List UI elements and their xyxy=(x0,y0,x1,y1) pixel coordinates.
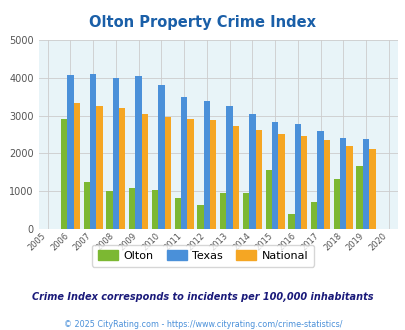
Bar xyxy=(277,135,284,229)
Bar xyxy=(129,188,135,229)
Bar xyxy=(141,114,148,229)
Bar xyxy=(333,179,339,229)
Legend: Olton, Texas, National: Olton, Texas, National xyxy=(92,245,313,267)
Bar xyxy=(61,118,67,229)
Bar xyxy=(203,101,209,229)
Bar xyxy=(220,193,226,229)
Bar xyxy=(119,108,125,229)
Bar xyxy=(339,138,345,229)
Bar xyxy=(209,120,216,229)
Text: © 2025 CityRating.com - https://www.cityrating.com/crime-statistics/: © 2025 CityRating.com - https://www.city… xyxy=(64,320,341,329)
Bar xyxy=(113,78,119,229)
Bar xyxy=(174,198,181,229)
Bar xyxy=(135,77,141,229)
Bar xyxy=(90,74,96,229)
Bar xyxy=(300,136,307,229)
Bar xyxy=(164,117,171,229)
Bar xyxy=(294,124,300,229)
Bar xyxy=(249,114,255,229)
Bar xyxy=(288,214,294,229)
Text: Olton Property Crime Index: Olton Property Crime Index xyxy=(89,15,316,30)
Bar xyxy=(158,85,164,229)
Bar xyxy=(356,166,362,229)
Bar xyxy=(310,202,317,229)
Bar xyxy=(317,131,323,229)
Bar xyxy=(362,139,368,229)
Bar xyxy=(226,106,232,229)
Bar xyxy=(232,126,239,229)
Bar xyxy=(345,146,352,229)
Bar xyxy=(181,97,187,229)
Bar xyxy=(255,130,261,229)
Text: Crime Index corresponds to incidents per 100,000 inhabitants: Crime Index corresponds to incidents per… xyxy=(32,292,373,302)
Bar xyxy=(106,191,113,229)
Bar xyxy=(242,193,249,229)
Bar xyxy=(83,182,90,229)
Bar xyxy=(323,140,329,229)
Bar xyxy=(187,118,193,229)
Bar xyxy=(271,121,277,229)
Bar xyxy=(96,106,102,229)
Bar xyxy=(265,170,271,229)
Bar xyxy=(197,205,203,229)
Bar xyxy=(67,75,73,229)
Bar xyxy=(73,103,80,229)
Bar xyxy=(151,189,158,229)
Bar xyxy=(368,148,375,229)
